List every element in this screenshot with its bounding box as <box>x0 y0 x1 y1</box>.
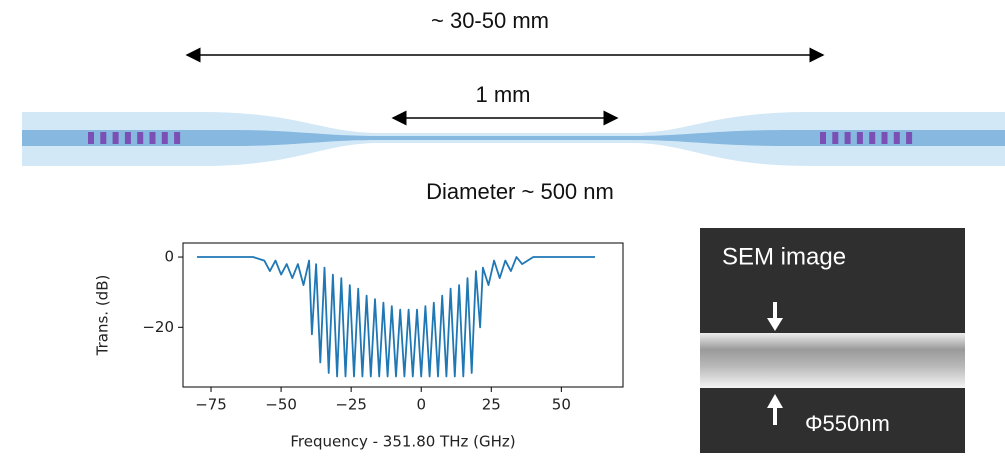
grating-line <box>869 132 876 144</box>
gratings <box>88 132 913 144</box>
grating-line <box>88 132 94 144</box>
x-tick-label: −75 <box>195 396 227 414</box>
grating-line <box>124 132 131 144</box>
plot-frame <box>182 242 624 388</box>
grating-line <box>906 132 913 144</box>
grating-line <box>137 132 144 144</box>
grating-line <box>832 132 839 144</box>
grating-line <box>100 132 107 144</box>
sem-title: SEM image <box>722 243 846 270</box>
x-tick-label: −25 <box>335 396 367 414</box>
overall-length: ~ 30-50 mm <box>431 8 549 33</box>
x-tick-label: 50 <box>552 396 571 414</box>
grating-line <box>149 132 156 144</box>
x-axis-label: Frequency - 351.80 THz (GHz) <box>290 433 515 451</box>
grating-line <box>161 132 168 144</box>
sem-fiber <box>700 333 965 388</box>
grating-line <box>893 132 900 144</box>
taper-length: 1 mm <box>476 82 531 107</box>
y-tick-label: 0 <box>164 248 174 266</box>
diameter-label: Diameter ~ 500 nm <box>426 179 614 204</box>
x-tick-label: 25 <box>482 396 501 414</box>
sem-diameter: Φ550nm <box>805 411 890 436</box>
spectrum-line <box>197 256 595 378</box>
x-tick-label: 0 <box>416 396 426 414</box>
grating-line <box>844 132 851 144</box>
x-tick-label: −50 <box>265 396 297 414</box>
sem-arrow-top <box>767 302 783 331</box>
grating-line <box>112 132 119 144</box>
grating-line <box>820 132 826 144</box>
y-tick-label: −20 <box>142 318 174 336</box>
y-axis-label: Trans. (dB) <box>94 275 112 357</box>
grating-line <box>174 132 181 144</box>
grating-line <box>881 132 888 144</box>
grating-line <box>856 132 863 144</box>
fiber-core <box>22 130 1005 146</box>
sem-arrow-bottom <box>767 394 783 425</box>
